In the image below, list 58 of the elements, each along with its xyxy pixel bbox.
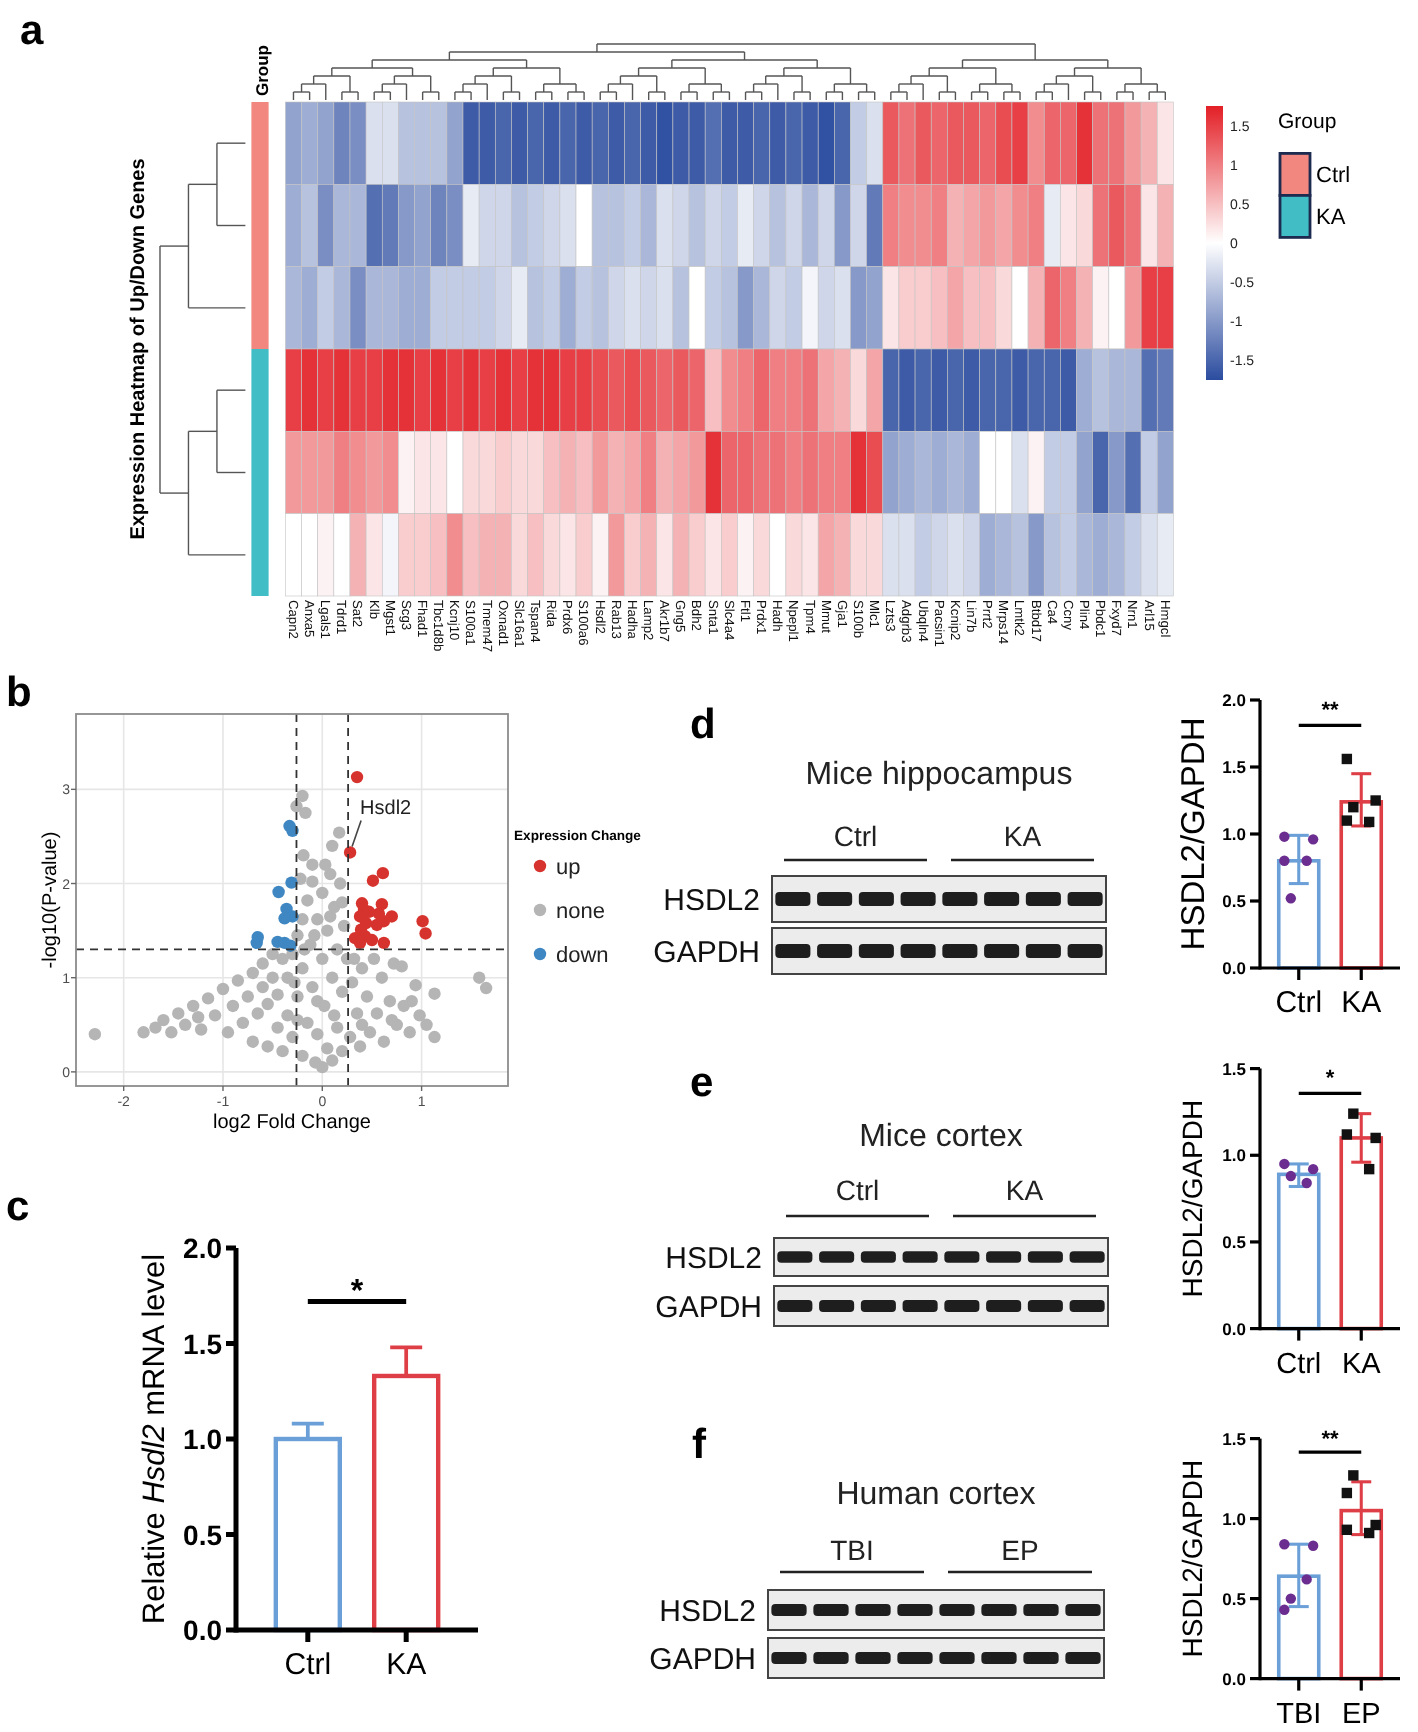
- category-label: HSDL2: [663, 883, 760, 918]
- y-tick-label: 2.0: [1222, 690, 1247, 711]
- y-tick-label: 0.5: [183, 1518, 223, 1551]
- annotation: *: [1325, 1067, 1336, 1092]
- category-label: Ctrl: [835, 1174, 880, 1206]
- y-axis-title: -log10(P-value): [40, 831, 62, 969]
- legend-title: Group: [1278, 110, 1337, 134]
- y-tick-label: 0.5: [1222, 1588, 1247, 1609]
- annotation: **: [1321, 699, 1340, 724]
- y-axis-title: HSDL2/GAPDH: [1176, 1099, 1208, 1298]
- legend-label: none: [556, 900, 605, 924]
- y-tick-label: 0.5: [1222, 891, 1247, 912]
- category-label: HSDL2: [665, 1241, 762, 1276]
- category-label: GAPDH: [653, 935, 760, 970]
- text: Mice cortex: [859, 1120, 1023, 1154]
- y-axis-title: HSDL2/GAPDH: [1176, 717, 1212, 951]
- category-label: KA: [1003, 820, 1043, 852]
- y-tick-label: 1.0: [1222, 1508, 1247, 1529]
- category-label: EP: [1001, 1534, 1039, 1566]
- y-tick-label: 1.0: [183, 1423, 223, 1456]
- text: c: [6, 1184, 30, 1230]
- text: e: [690, 1060, 714, 1106]
- text: Group: [251, 45, 272, 96]
- category-label: Ctrl: [833, 820, 878, 852]
- text: f: [692, 1422, 708, 1468]
- text: d: [690, 702, 716, 748]
- category-label: GAPDH: [649, 1642, 756, 1677]
- y-axis-title: Expression Heatmap of Up/Down Genes: [128, 157, 150, 540]
- text: Human cortex: [836, 1478, 1036, 1512]
- category-label: HSDL2: [659, 1594, 756, 1629]
- y-tick-label: 1.5: [1222, 757, 1247, 778]
- text: b: [6, 670, 32, 716]
- annotation: *: [350, 1275, 365, 1310]
- legend-label: down: [556, 944, 609, 968]
- category-label: GAPDH: [655, 1290, 762, 1325]
- y-tick-label: 1.5: [1222, 1428, 1247, 1449]
- y-tick-label: 1.5: [183, 1327, 223, 1360]
- annotation: Hsdl2: [360, 798, 413, 821]
- legend-label: up: [556, 856, 581, 880]
- x-axis-title: log2 Fold Change: [213, 1112, 372, 1134]
- y-tick-label: 2.0: [183, 1232, 223, 1265]
- category-label: KA: [1316, 206, 1347, 231]
- text: a: [20, 8, 44, 54]
- category-label: KA: [1005, 1174, 1045, 1206]
- category-label: Ctrl: [1316, 164, 1351, 189]
- category-label: TBI: [830, 1534, 874, 1566]
- y-tick-label: 1.5: [1222, 1058, 1247, 1079]
- y-axis-title: HSDL2/GAPDH: [1176, 1459, 1208, 1658]
- y-tick-label: 1.0: [1222, 824, 1247, 845]
- y-tick-label: 0.0: [1222, 1668, 1247, 1689]
- y-tick-label: 0.0: [183, 1614, 223, 1647]
- text: Mice hippocampus: [805, 758, 1073, 792]
- y-tick-label: 0.5: [1222, 1232, 1247, 1253]
- annotation: **: [1321, 1428, 1340, 1453]
- y-tick-label: 0.0: [1222, 1318, 1247, 1339]
- y-axis-title: Relative Hsdl2 mRNA level: [138, 1253, 172, 1625]
- y-tick-label: 1.0: [1222, 1145, 1247, 1166]
- y-tick-label: 0.0: [1222, 958, 1247, 979]
